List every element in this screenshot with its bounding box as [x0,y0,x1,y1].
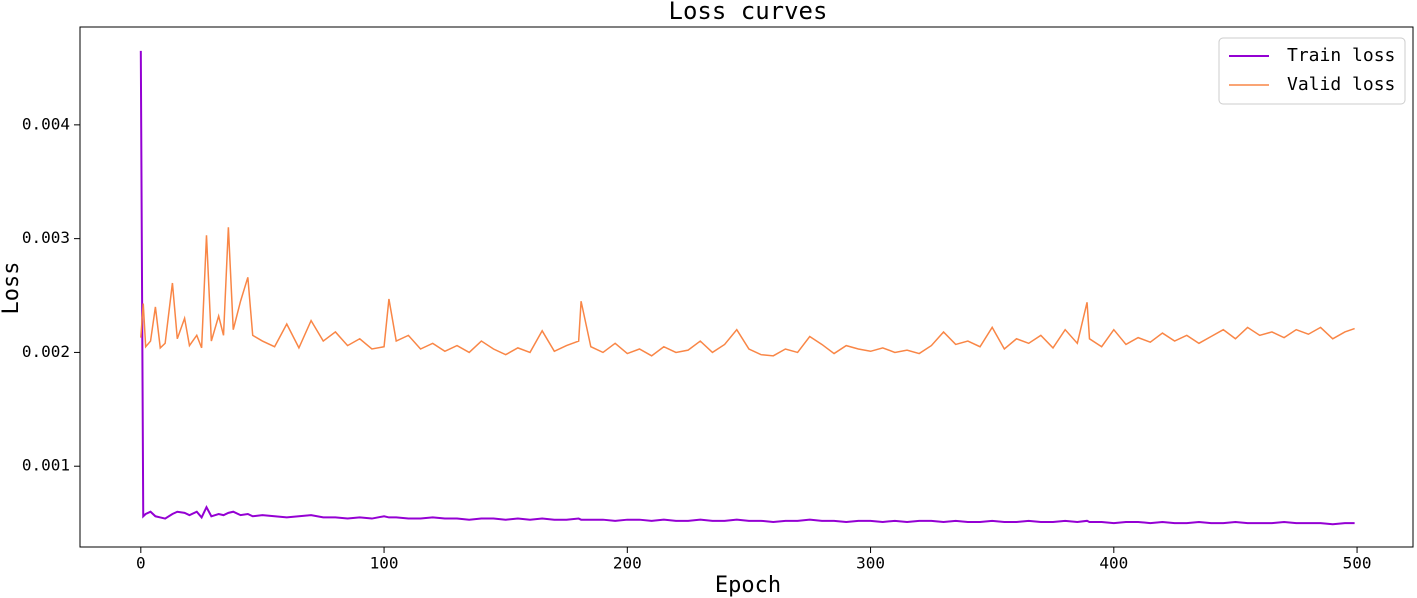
plot-frame [79,26,1414,548]
y-tick-label: 0.004 [22,114,70,133]
line-series [139,50,1355,526]
legend-label: Valid loss [1287,74,1395,95]
y-tick-label: 0.002 [22,342,70,361]
y-tick-label: 0.003 [22,228,70,247]
legend-box [1218,37,1406,105]
x-tick-label: 400 [1099,554,1128,573]
y-axis-label: Loss [0,262,24,315]
y-tick-label: 0.001 [22,456,70,475]
line-series [140,227,1355,357]
x-tick-label: 100 [370,554,399,573]
legend: Train loss Valid loss [1218,37,1406,105]
chart-title: Loss curves [669,0,828,25]
x-tick-label: 300 [856,554,885,573]
legend-label: Train loss [1287,45,1395,66]
x-tick-label: 500 [1343,554,1372,573]
x-tick-label: 0 [136,554,146,573]
x-tick-label: 200 [613,554,642,573]
x-axis-label: Epoch [715,573,781,598]
